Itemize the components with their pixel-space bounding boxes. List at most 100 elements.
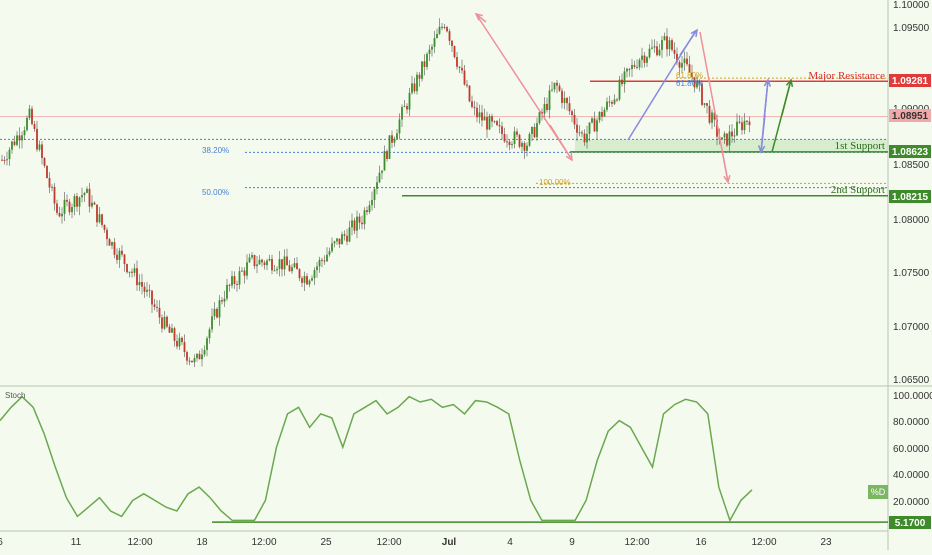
- candle-body: [133, 268, 136, 273]
- candle-body: [498, 125, 501, 127]
- candle-body: [353, 220, 356, 231]
- candle-body: [301, 278, 303, 283]
- candle-body: [418, 74, 421, 79]
- candle-body: [266, 260, 268, 266]
- blue-range-arrow-down: [760, 114, 766, 153]
- candle-body: [261, 259, 263, 263]
- candle-body: [588, 122, 591, 134]
- candle-body: [496, 121, 498, 126]
- candle-body: [733, 135, 736, 137]
- fib-label-50: 50.00%: [202, 188, 229, 197]
- candle-body: [53, 186, 56, 204]
- candle-body: [523, 143, 526, 151]
- candle-body: [688, 64, 691, 73]
- price-tick-label: 1.07000: [893, 322, 930, 333]
- candle-body: [728, 131, 731, 146]
- candle-body: [126, 264, 128, 273]
- candle-body: [681, 63, 683, 68]
- candle-body: [738, 121, 741, 123]
- candle-body: [691, 72, 693, 77]
- candle-body: [231, 276, 233, 286]
- candle-body: [453, 46, 456, 58]
- candle-body: [193, 358, 196, 363]
- candle-body: [178, 337, 181, 347]
- candle-body: [591, 118, 593, 123]
- candle-body: [338, 238, 341, 245]
- candle-body: [546, 103, 548, 111]
- candle-body: [698, 81, 701, 84]
- resistance-price-tag: 1.09281: [889, 74, 931, 87]
- candle-body: [626, 68, 628, 72]
- candle-body: [296, 263, 298, 270]
- candle-body: [303, 276, 306, 283]
- candle-body: [131, 271, 133, 273]
- pink-top-arrow: [475, 13, 487, 23]
- pink-swing-arrow: [549, 124, 573, 161]
- candle-body: [153, 304, 156, 307]
- candle-body: [511, 143, 513, 145]
- candle-body: [333, 241, 336, 244]
- candle-body: [18, 135, 21, 141]
- candle-body: [551, 89, 553, 91]
- candle-body: [363, 210, 366, 225]
- candle-body: [31, 108, 33, 125]
- candle-body: [426, 53, 428, 67]
- candle-body: [566, 98, 568, 104]
- candle-body: [198, 353, 201, 360]
- candle-body: [23, 130, 26, 136]
- time-tick-label: 12:00: [127, 537, 152, 548]
- candle-body: [308, 280, 311, 285]
- arrows-layer: [474, 12, 794, 184]
- stoch-tick-label: 40.0000: [893, 470, 930, 481]
- candle-body: [493, 121, 496, 123]
- candle-body: [208, 329, 211, 339]
- candle-body: [366, 210, 368, 212]
- candles-layer: [1, 18, 751, 368]
- candle-body: [76, 196, 78, 207]
- candle-body: [441, 26, 443, 28]
- candle-body: [258, 259, 261, 265]
- candle-body: [141, 282, 143, 287]
- candle-body: [526, 145, 528, 151]
- stoch-d-line: [0, 395, 753, 523]
- candle-body: [676, 53, 678, 63]
- candle-body: [186, 352, 188, 361]
- candle-body: [106, 229, 108, 240]
- candle-body: [706, 103, 708, 106]
- candle-body: [481, 112, 483, 121]
- candle-body: [108, 239, 111, 246]
- candle-body: [148, 289, 151, 291]
- fib-label-61-gold: 61.80%: [676, 71, 703, 80]
- candle-body: [476, 107, 478, 118]
- candle-body: [648, 48, 651, 58]
- candle-body: [88, 188, 91, 207]
- pink-swing-arrow-head: [565, 152, 573, 162]
- candle-body: [51, 186, 53, 188]
- candle-body: [223, 298, 226, 302]
- candle-body: [416, 74, 418, 92]
- time-tick-label: 25: [320, 537, 332, 548]
- candle-body: [348, 227, 351, 242]
- candle-body: [618, 79, 621, 100]
- candle-body: [58, 212, 61, 217]
- candle-body: [38, 144, 41, 150]
- candle-body: [711, 112, 713, 123]
- candle-body: [56, 203, 58, 213]
- candle-body: [506, 141, 508, 143]
- candle-body: [473, 106, 476, 108]
- candle-body: [171, 328, 173, 333]
- candle-body: [293, 263, 296, 268]
- candle-body: [323, 260, 326, 262]
- candle-body: [596, 120, 598, 132]
- stoch-series-tag: %D: [868, 485, 888, 499]
- candle-body: [311, 278, 313, 281]
- candle-body: [461, 67, 463, 71]
- candle-body: [516, 131, 518, 135]
- candle-body: [628, 68, 631, 70]
- price-tick-label: 1.08500: [893, 160, 930, 171]
- green-target-arrow: [781, 79, 792, 116]
- candle-body: [686, 58, 688, 65]
- stoch-series-tag-text: %D: [871, 487, 886, 497]
